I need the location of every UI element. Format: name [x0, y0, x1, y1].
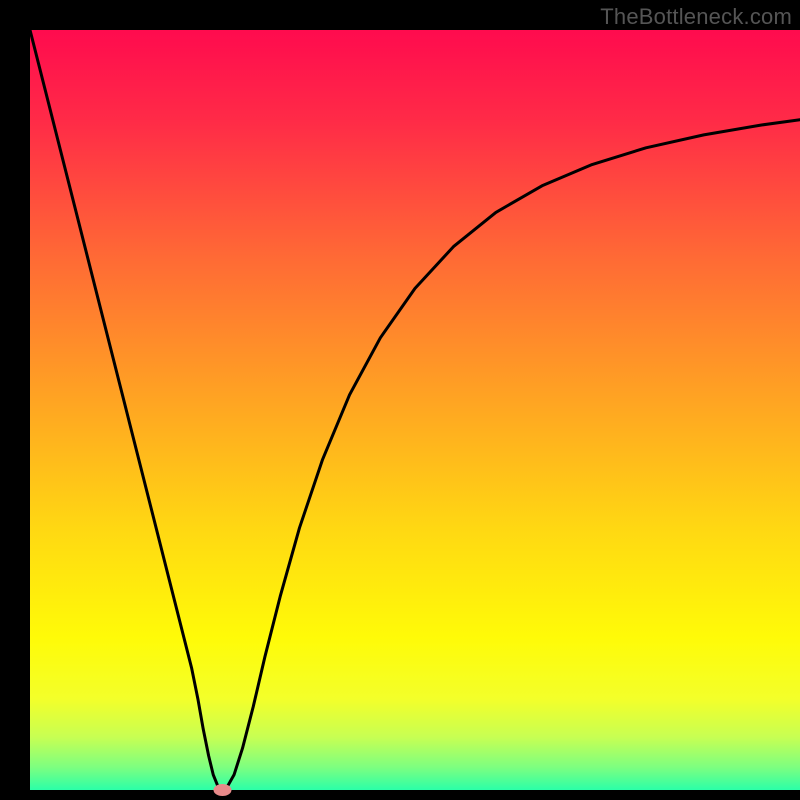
watermark-text: TheBottleneck.com: [600, 4, 792, 30]
chart-container: TheBottleneck.com: [0, 0, 800, 800]
plot-background: [30, 30, 800, 790]
bottleneck-curve-chart: [0, 0, 800, 800]
minimum-marker: [214, 784, 232, 796]
